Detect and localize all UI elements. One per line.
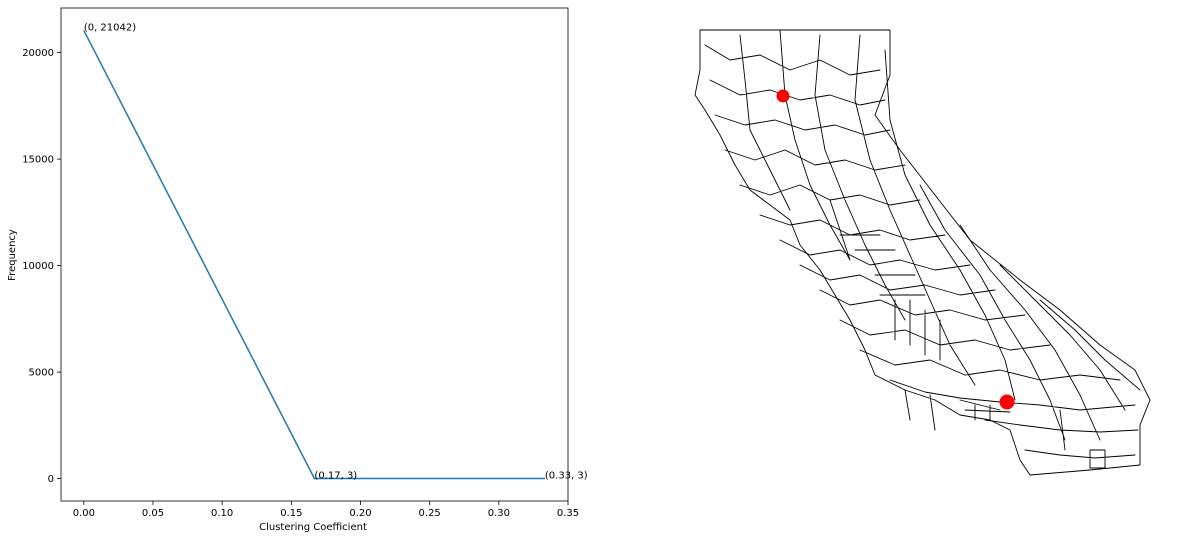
series-line [83,30,545,480]
x-axis-label: Clustering Coefficient [259,522,367,533]
x-tick-label: 0.10 [211,508,233,519]
y-tick-label: 15000 [22,155,54,166]
y-axis-ticks: 0 5000 10000 15000 20000 [22,48,61,485]
x-tick-label: 0.35 [557,508,579,519]
road-segments [704,29,1141,469]
highlight-node-south [999,394,1015,410]
series-layer [83,30,545,480]
x-axis-ticks: 0.00 0.05 0.10 0.15 0.20 0.25 0.30 0.35 [73,501,579,519]
plot-frame [60,7,569,502]
california-road-network-map [694,29,1151,476]
y-tick-label: 0 [48,474,54,485]
x-tick-label: 0.15 [280,508,302,519]
y-axis-label: Frequency [7,229,18,281]
x-tick-label: 0.05 [142,508,164,519]
x-tick-label: 0.00 [73,508,95,519]
x-tick-label: 0.30 [488,508,510,519]
x-tick-label: 0.20 [349,508,371,519]
clustering-line-chart: 0.00 0.05 0.10 0.15 0.20 0.25 0.30 0.35 0 5000 10… [7,7,588,533]
data-label: (0.17, 3) [314,471,357,482]
data-label: (0.33, 3) [545,471,588,482]
annotation-layer: (0, 21042) (0.17, 3) (0.33, 3) [84,22,588,481]
y-tick-label: 20000 [22,48,54,59]
data-label: (0, 21042) [84,22,136,33]
y-tick-label: 5000 [29,368,54,379]
x-tick-label: 0.25 [419,508,441,519]
state-outline [694,29,1151,476]
highlight-node-north [776,89,790,103]
y-tick-label: 10000 [22,261,54,272]
